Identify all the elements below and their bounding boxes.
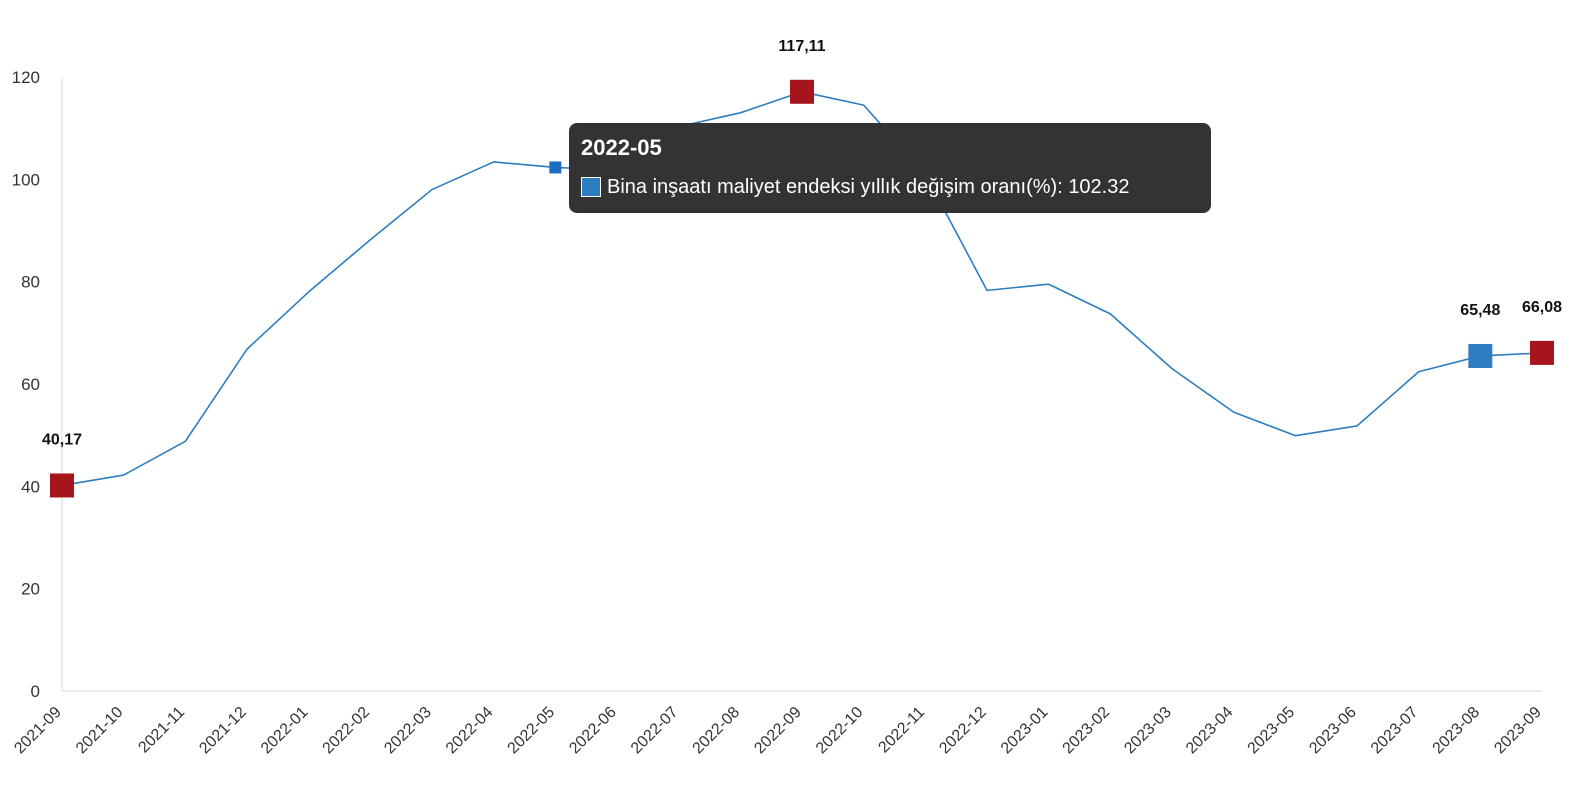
- x-tick-label: 2023-03: [1121, 704, 1175, 758]
- x-tick-label: 2021-11: [135, 704, 188, 757]
- tooltip-series-swatch: [581, 177, 601, 197]
- x-tick-label: 2022-03: [381, 704, 435, 758]
- y-axis: 0 20 40 60 80 100 120: [12, 68, 63, 701]
- x-tick-label: 2021-10: [73, 704, 127, 758]
- tooltip-title: 2022-05: [581, 135, 662, 160]
- x-tick-label: 2023-06: [1306, 704, 1360, 758]
- x-tick-label: 2022-10: [813, 704, 867, 758]
- x-tick-label: 2023-04: [1183, 704, 1237, 758]
- x-axis: 2021-09 2021-10 2021-11 2021-12 2022-01 2022-…: [11, 690, 1545, 758]
- tooltip: 2022-05 Bina inşaatı maliyet endeksi yıl…: [569, 123, 1211, 213]
- data-label-layer: 40,17 117,11 65,48 66,08: [42, 38, 1562, 449]
- tooltip-row: Bina inşaatı maliyet endeksi yıllık deği…: [581, 175, 1199, 199]
- x-tick-label: 2022-11: [875, 704, 928, 757]
- marker-layer: [50, 79, 1554, 498]
- x-tick-label: 2023-02: [1060, 704, 1114, 758]
- x-tick-label: 2021-09: [11, 704, 65, 758]
- highlight-marker[interactable]: [790, 79, 814, 104]
- x-tick-label: 2022-05: [505, 704, 559, 758]
- x-tick-label: 2022-09: [751, 704, 805, 758]
- x-tick-label: 2022-12: [936, 704, 990, 758]
- data-label: 65,48: [1460, 302, 1500, 319]
- tooltip-separator: :: [1057, 176, 1069, 198]
- x-tick-label: 2023-07: [1368, 704, 1422, 758]
- x-tick-label: 2023-05: [1245, 704, 1299, 758]
- x-tick-label: 2023-09: [1491, 704, 1545, 758]
- y-tick-label: 20: [21, 580, 40, 599]
- highlight-marker[interactable]: [1468, 343, 1493, 368]
- x-tick-label: 2022-04: [443, 704, 497, 758]
- x-tick-label: 2022-01: [258, 704, 312, 758]
- tooltip-value: 102.32: [1068, 176, 1130, 198]
- y-tick-label: 60: [21, 375, 40, 394]
- data-label: 40,17: [42, 431, 82, 448]
- x-tick-label: 2022-06: [566, 704, 620, 758]
- highlight-marker[interactable]: [1530, 340, 1554, 365]
- y-tick-label: 100: [12, 170, 40, 189]
- x-tick-label: 2021-12: [196, 704, 250, 758]
- y-tick-label: 80: [21, 273, 40, 292]
- highlight-marker[interactable]: [50, 473, 74, 498]
- data-label: 66,08: [1522, 299, 1562, 316]
- x-tick-label: 2023-01: [998, 704, 1052, 758]
- y-tick-label: 40: [21, 477, 40, 496]
- x-tick-label: 2023-08: [1430, 704, 1484, 758]
- x-tick-label: 2022-02: [320, 704, 374, 758]
- x-tick-label: 2022-08: [690, 704, 744, 758]
- hover-point-marker[interactable]: [549, 161, 562, 174]
- data-label: 117,11: [778, 38, 825, 55]
- x-tick-label: 2022-07: [628, 704, 682, 758]
- y-tick-label: 120: [12, 68, 40, 87]
- y-tick-label: 0: [31, 682, 40, 701]
- tooltip-series-label: Bina inşaatı maliyet endeksi yıllık deği…: [607, 176, 1058, 198]
